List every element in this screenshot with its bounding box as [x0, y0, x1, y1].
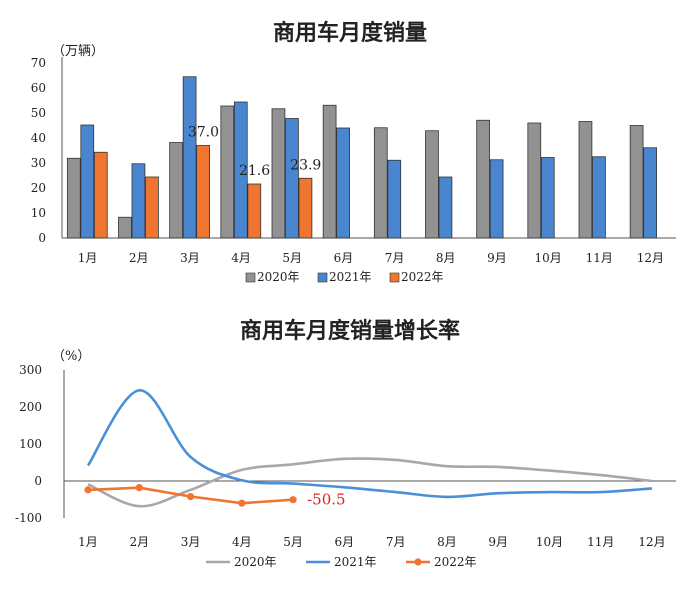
x-tick-label-2: 2月	[129, 535, 149, 549]
bar-2021-5	[285, 118, 299, 239]
data-label-4: 21.6	[239, 163, 270, 179]
y-tick-label-50: 50	[31, 106, 46, 120]
y-axis-label: （万辆）	[52, 44, 104, 59]
bar-2021-6	[336, 127, 350, 239]
legend-marker-2022	[414, 558, 422, 566]
x-tick-label-2: 2月	[129, 251, 149, 265]
bar-2022-3	[196, 145, 210, 239]
x-tick-label-8: 8月	[436, 251, 456, 265]
bar-2020-5	[271, 108, 286, 239]
bar-2021-1	[80, 124, 95, 239]
y-tick-label--100: -100	[15, 511, 42, 525]
bar-2020-7	[373, 127, 388, 239]
x-tick-label-9: 9月	[487, 251, 507, 265]
legend-label-2021: 2021年	[334, 555, 377, 569]
x-tick-label-1: 1月	[78, 251, 98, 265]
chart-title: 商用车月度销量	[273, 20, 427, 46]
x-tick-label-9: 9月	[488, 535, 508, 549]
y-tick-label-0: 0	[38, 231, 46, 245]
point-2022-2	[135, 484, 143, 492]
x-tick-label-11: 11月	[587, 535, 614, 549]
x-tick-label-1: 1月	[78, 535, 98, 549]
data-label-5: 23.9	[290, 157, 321, 173]
bar-2022-4	[247, 183, 262, 239]
x-tick-label-4: 4月	[231, 251, 251, 265]
chart-title: 商用车月度销量增长率	[240, 318, 460, 344]
y-tick-label-30: 30	[31, 156, 46, 170]
x-tick-label-7: 7月	[386, 535, 406, 549]
bar-2020-8	[425, 130, 439, 239]
x-tick-label-10: 10月	[536, 535, 563, 549]
y-axis-label: （%）	[52, 349, 90, 364]
bar-2020-12	[629, 125, 644, 239]
y-tick-label-70: 70	[31, 56, 46, 70]
bar-2020-11	[578, 121, 593, 239]
x-tick-label-4: 4月	[232, 535, 252, 549]
bar-2021-8	[438, 176, 453, 239]
bar-2020-2	[118, 216, 132, 239]
bar-2021-3	[182, 76, 197, 239]
legend-swatch-2022	[389, 272, 400, 283]
data-label-3: 37.0	[188, 125, 219, 141]
legend-label-2020: 2020年	[234, 555, 277, 569]
bar-2021-7	[387, 159, 402, 239]
x-tick-label-11: 11月	[586, 251, 613, 265]
bar-2021-10	[540, 157, 555, 239]
point-2022-3	[186, 492, 195, 501]
y-tick-label-40: 40	[31, 131, 46, 145]
bar-2020-10	[527, 122, 542, 239]
x-tick-label-8: 8月	[437, 535, 457, 549]
y-tick-label-200: 200	[19, 400, 42, 414]
bar-2020-3	[169, 142, 183, 239]
x-tick-label-6: 6月	[334, 251, 354, 265]
legend-label-2021: 2021年	[329, 270, 372, 284]
bar-2020-6	[322, 104, 337, 239]
point-2022-1	[84, 486, 92, 494]
bar-2020-9	[476, 119, 490, 239]
point-2022-5	[289, 496, 297, 504]
legend-label-2020: 2020年	[257, 270, 300, 284]
x-tick-label-6: 6月	[335, 535, 355, 549]
bar-2022-1	[93, 151, 108, 239]
legend-swatch-2021	[317, 272, 328, 283]
bar-2022-2	[145, 176, 159, 239]
x-tick-label-3: 3月	[180, 251, 200, 265]
bar-2021-2	[131, 163, 146, 239]
y-tick-label-300: 300	[19, 363, 42, 377]
legend-swatch-2020	[245, 272, 256, 283]
line-series-2020	[87, 457, 653, 508]
point-2022-4	[238, 499, 246, 507]
x-tick-label-5: 5月	[283, 535, 303, 549]
bar-chart: 商用车月度销量 （万辆） 0 10 20 30 40 50 60 70 1月 2月 3月 4月 5月 6月 7月…	[31, 20, 676, 284]
bar-2020-1	[66, 157, 81, 239]
y-tick-label-10: 10	[31, 206, 46, 220]
y-tick-label-20: 20	[31, 181, 46, 195]
data-label-5: -50.5	[307, 491, 345, 509]
bar-2021-4	[233, 101, 248, 239]
bar-2020-4	[220, 105, 235, 239]
bar-2021-12	[643, 147, 657, 239]
x-tick-label-12: 12月	[638, 535, 665, 549]
x-tick-label-3: 3月	[181, 535, 201, 549]
legend-label-2022: 2022年	[434, 555, 477, 569]
x-tick-label-12: 12月	[637, 251, 664, 265]
bar-2021-11	[592, 156, 606, 239]
bar-2022-5	[298, 177, 313, 239]
y-tick-label-0: 0	[34, 474, 42, 488]
line-chart: 商用车月度销量增长率 （%） 300 200 100 0 -100 1月 2月 3月 4月 5月 6月 7…	[15, 318, 676, 569]
y-tick-label-60: 60	[31, 81, 46, 95]
x-tick-label-10: 10月	[534, 251, 561, 265]
x-tick-label-5: 5月	[282, 251, 302, 265]
line-series-2021	[86, 388, 653, 499]
legend-label-2022: 2022年	[401, 270, 444, 284]
bar-2021-9	[489, 159, 504, 239]
x-tick-label-7: 7月	[385, 251, 405, 265]
y-tick-label-100: 100	[19, 437, 42, 451]
